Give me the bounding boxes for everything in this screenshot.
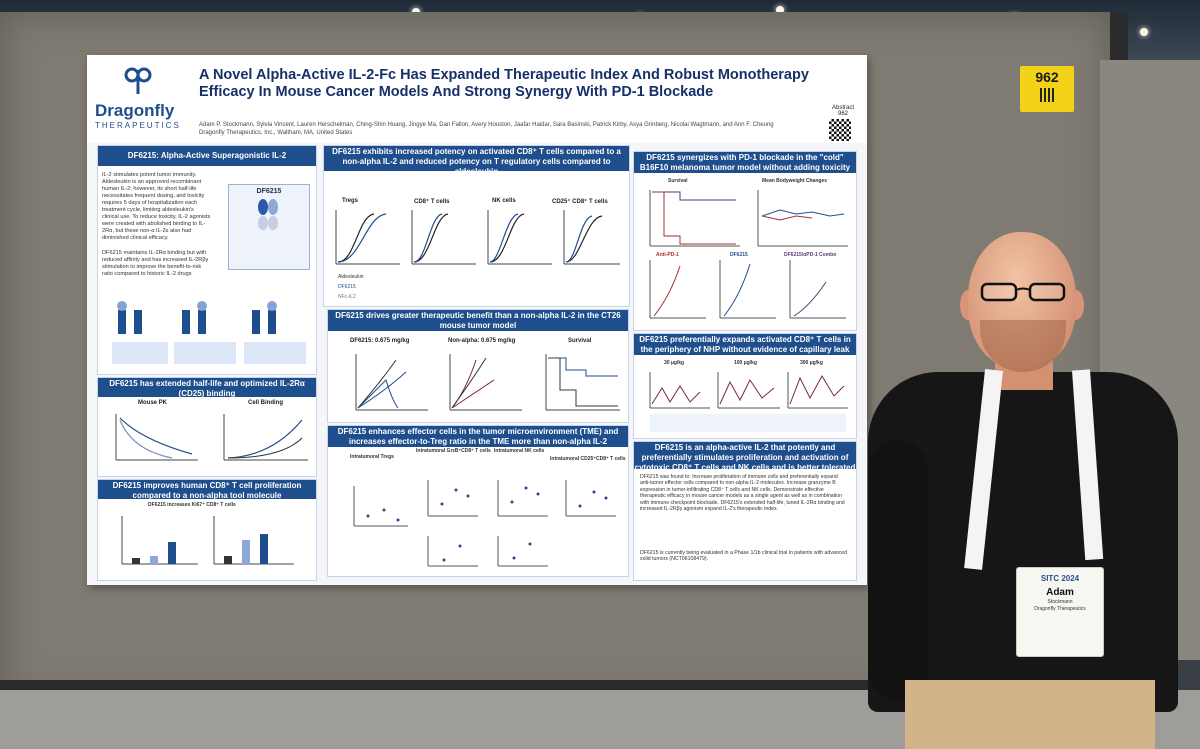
molecule-label: DF6215 — [256, 188, 282, 195]
panel-tme: DF6215 enhances effector cells in the tu… — [327, 425, 629, 577]
panel-intro: DF6215: Alpha-Active Superagonistic IL-2… — [97, 145, 317, 375]
dragonfly-logo-icon — [124, 67, 152, 94]
chart-title: Cell Binding — [248, 400, 283, 406]
panel-body-text: DF6215 maintains IL-2Rα binding but with… — [102, 250, 209, 277]
receptor-diagrams — [112, 301, 306, 364]
poster-title: A Novel Alpha-Active IL-2-Fc Has Expande… — [199, 67, 809, 100]
chart-title: Intratumoral NK cells — [494, 448, 545, 454]
panel-heading: DF6215 exhibits increased potency on act… — [324, 146, 629, 176]
chart-title: Mean Bodyweight Changes — [762, 178, 828, 184]
legend-item: Aldesleukin — [338, 274, 364, 280]
chart-title: CD25⁺ CD8⁺ T cells — [552, 199, 608, 205]
chart-title: DF6215: 0.675 mg/kg — [350, 338, 410, 344]
qr-code-icon — [1040, 88, 1054, 102]
chart-title: DF6215/αPD-1 Combo — [784, 252, 837, 258]
abstract-number: 962 — [837, 111, 848, 117]
author-list: Adam P. Stockmann, Sylvia Vincent, Laure… — [199, 122, 774, 128]
badge-company: Dragonfly Therapeutics — [1034, 606, 1086, 612]
pk-and-binding-charts — [115, 414, 308, 461]
panel-heading: DF6215 has extended half-life and optimi… — [98, 378, 316, 398]
legend-item: DF6215 — [338, 284, 356, 290]
panel-ct26: DF6215 drives greater therapeutic benefi… — [327, 309, 629, 423]
panel-heading: DF6215 drives greater therapeutic benefi… — [328, 310, 628, 331]
panel-heading: DF6215 improves human CD8⁺ T cell prolif… — [98, 480, 316, 500]
panel-half-life: DF6215 has extended half-life and optimi… — [97, 377, 317, 477]
panel-heading: DF6215: Alpha-Active Superagonistic IL-2 — [98, 146, 316, 166]
panel-conclusion: DF6215 is an alpha-active IL-2 that pote… — [633, 441, 857, 581]
panel-heading: DF6215 is an alpha-active IL-2 that pote… — [634, 442, 856, 482]
badge-first-name: Adam — [1046, 587, 1074, 598]
chart-title: Intratumoral CD25⁺CD8⁺ T cells — [550, 456, 626, 462]
chart-title: 100 µg/kg — [734, 360, 757, 366]
abstract-label: Abstract 962 — [825, 105, 861, 117]
panel-b16f10: DF6215 synergizes with PD-1 blockade in … — [633, 151, 857, 331]
synergy-charts — [649, 190, 848, 319]
badge-event-logo: SITC 2024 — [1040, 574, 1080, 583]
poster-header: Dragonfly THERAPEUTICS A Novel Alpha-Act… — [87, 55, 867, 143]
presenter-pants — [905, 680, 1155, 749]
legend-item: NFc-IL2 — [338, 294, 356, 300]
research-poster: Dragonfly THERAPEUTICS A Novel Alpha-Act… — [87, 55, 867, 585]
logo-wordmark: Dragonfly — [95, 101, 175, 120]
dose-response-curves — [335, 210, 620, 265]
poster-authors: Adam P. Stockmann, Sylvia Vincent, Laure… — [199, 121, 819, 137]
nhp-expansion-charts — [649, 372, 848, 432]
panel-nhp: DF6215 preferentially expands activated … — [633, 333, 857, 439]
panel-heading: DF6215 preferentially expands activated … — [634, 334, 856, 364]
chart-title: NK cells — [492, 198, 516, 204]
badge-last-name: Stockmann — [1047, 599, 1073, 605]
molecule-icon — [258, 199, 278, 230]
chart-title: Survival — [668, 178, 688, 184]
chart-title: 300 µg/kg — [800, 360, 823, 366]
ceiling-light — [776, 6, 784, 14]
trial-note: DF6215 is currently being evaluated in a… — [640, 550, 848, 563]
name-badge: SITC 2024 Adam Stockmann Dragonfly Thera… — [1016, 567, 1104, 657]
ceiling-light — [1140, 28, 1148, 36]
chart-title: DF6215 — [730, 252, 748, 258]
panel-proliferation: DF6215 improves human CD8⁺ T cell prolif… — [97, 479, 317, 581]
booth-number: 962 — [1035, 69, 1059, 85]
abstract-word: Abstract — [831, 105, 854, 111]
chart-title: DF6215 increases Ki67⁺ CD8⁺ T cells — [148, 502, 236, 508]
eyeglasses-icon — [980, 282, 1066, 302]
tumor-growth-charts — [355, 354, 620, 411]
booth-number-tag: 962 — [1020, 66, 1074, 112]
chart-title: Mouse PK — [138, 400, 168, 406]
panel-heading: DF6215 synergizes with PD-1 blockade in … — [634, 152, 856, 173]
ki67-bar-chart — [121, 516, 294, 565]
chart-title: Non-alpha: 0.675 mg/kg — [448, 338, 516, 344]
panel-potency: DF6215 exhibits increased potency on act… — [323, 145, 630, 307]
chart-title: Anti-PD-1 — [656, 252, 679, 258]
panel-heading: DF6215 enhances effector cells in the tu… — [328, 426, 628, 447]
molecule-diagram: DF6215 — [228, 184, 310, 270]
tme-dot-plots — [353, 480, 616, 567]
qr-code-icon — [829, 119, 851, 141]
chart-title: Tregs — [342, 198, 359, 204]
chart-title: CD8⁺ T cells — [414, 199, 450, 205]
chart-title: Survival — [568, 338, 592, 344]
chart-title: Intratumoral Tregs — [350, 454, 394, 460]
presenter-arm — [868, 440, 928, 700]
panel-body-text: IL-2 stimulates potent tumor immunity. A… — [102, 172, 211, 241]
logo-subtitle: THERAPEUTICS — [95, 121, 181, 130]
chart-title: 30 µg/kg — [664, 360, 685, 366]
conclusion-text: DF6215 was found to: Increase proliferat… — [640, 474, 845, 513]
chart-title: Intratumoral GrzB⁺CD8⁺ T cells — [416, 448, 491, 454]
author-affiliation: Dragonfly Therapeutics, Inc., Waltham, M… — [199, 130, 353, 136]
